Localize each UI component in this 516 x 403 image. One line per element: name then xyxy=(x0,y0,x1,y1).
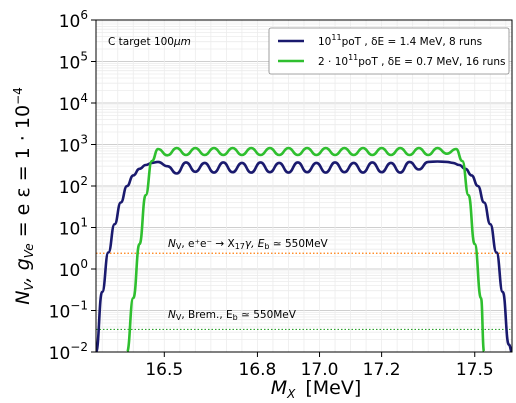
x-tick-label: 17.5 xyxy=(456,360,494,380)
annotation-bremsstrahlung: NV, Brem., Eb ≃ 550MeV xyxy=(168,309,297,322)
annotation-annihilation: NV, e⁺e⁻ → X17γ, Eb ≃ 550MeV xyxy=(168,238,329,251)
corner-label: C target 100μm xyxy=(108,36,191,48)
reference-lines xyxy=(96,252,512,331)
x-tick-label: 17.2 xyxy=(363,360,401,380)
x-tick-label: 16.5 xyxy=(145,360,183,380)
series-line-2 xyxy=(125,146,486,352)
y-tick-label: 105 xyxy=(59,50,88,74)
x-axis-label: MX [MeV] xyxy=(271,377,362,401)
y-tick-label: 10−1 xyxy=(49,299,88,323)
x-axis-ticks: 16.5 16.8 17.0 17.2 17.5 xyxy=(145,352,494,380)
legend-entry-series-1: 1011poT , δE = 1.4 MeV, 8 runs xyxy=(318,33,482,48)
y-tick-label: 106 xyxy=(59,8,88,32)
y-tick-label: 100 xyxy=(59,257,88,281)
y-axis-ticks: 106 105 104 103 102 101 100 10−1 10−2 xyxy=(49,8,96,364)
y-tick-label: 102 xyxy=(59,174,88,198)
y-tick-label: 101 xyxy=(59,216,88,240)
grid xyxy=(96,20,512,353)
legend-box xyxy=(268,27,510,75)
y-tick-label: 10−2 xyxy=(49,340,88,364)
legend-entry-series-2: 2 · 1011poT , δE = 0.7 MeV, 16 runs xyxy=(318,53,506,68)
series-group xyxy=(96,146,512,352)
x-tick-label: 17.0 xyxy=(301,360,339,380)
legend: 1011poT , δE = 1.4 MeV, 8 runs 2 · 1011p… xyxy=(268,27,510,75)
y-axis-label: NV, gVe = e ε = 1 · 10−4 xyxy=(11,87,36,305)
y-tick-label: 104 xyxy=(59,91,88,115)
x-tick-label: 16.8 xyxy=(239,360,277,380)
y-tick-label: 103 xyxy=(59,133,88,157)
